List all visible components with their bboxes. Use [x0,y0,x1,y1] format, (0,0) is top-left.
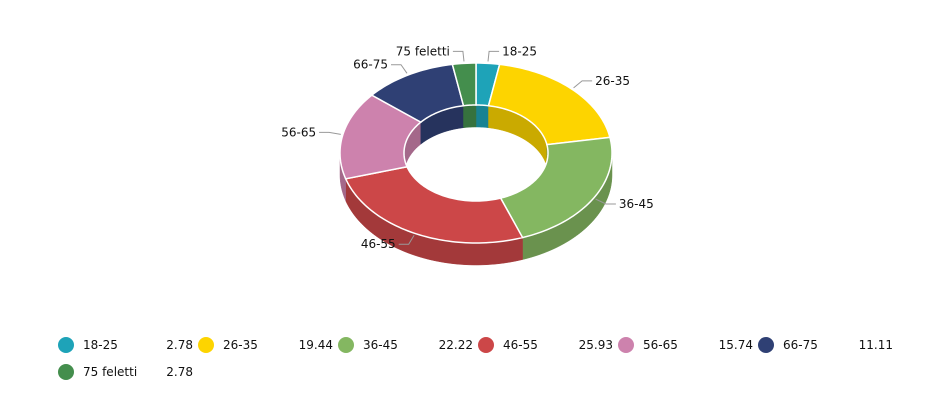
label-line-2 [595,198,616,205]
label-line-5 [391,64,408,74]
legend-value: 2.78 [166,338,193,352]
legend-label: 56-65 [643,338,678,352]
legend-marker [338,337,354,353]
legend-label: 75 feletti [83,365,138,379]
inner-side-6 [463,104,477,129]
legend-item[interactable]: 46-55 25.93 [478,334,613,356]
slice-75-feletti[interactable] [451,62,477,107]
label-line-6 [452,50,465,62]
legend-label: 46-55 [503,338,538,352]
donut-tops [339,62,613,244]
slice-label-0: 18-25 [502,44,537,58]
label-line-0 [487,50,500,62]
legend-item[interactable]: 18-25 2.78 [58,334,193,356]
legend-value: 25.93 [578,338,613,352]
legend-item[interactable]: 36-45 22.22 [338,334,473,356]
legend-marker [58,337,74,353]
legend-marker [58,364,74,380]
slice-36-45[interactable] [499,136,613,239]
legend-item[interactable]: 66-75 11.11 [758,334,893,356]
inner-side-0 [475,104,489,129]
legend-item[interactable]: 56-65 15.74 [618,334,753,356]
legend-marker [758,337,774,353]
legend-value: 15.74 [718,338,753,352]
legend-marker [618,337,634,353]
slice-label-5: 66-75 [353,58,388,72]
label-line-1 [573,80,593,89]
legend-label: 66-75 [783,338,818,352]
slice-label-3: 46-55 [361,237,396,251]
slice-label-1: 26-35 [595,74,630,88]
legend-value: 2.78 [166,365,193,379]
legend-label: 18-25 [83,338,118,352]
slice-labels: 18-25 26-35 36-45 46-55 56-65 66-75 75 feletti [281,44,654,251]
label-line-3 [398,234,415,245]
legend-marker [198,337,214,353]
legend-marker [478,337,494,353]
slice-label-4: 56-65 [281,125,316,139]
legend-label: 26-35 [223,338,258,352]
slice-label-6: 75 feletti [396,44,450,58]
legend-value: 22.22 [438,338,473,352]
slice-label-2: 36-45 [619,197,654,211]
slice-26-35[interactable] [487,63,611,146]
legend-item[interactable]: 26-35 19.44 [198,334,333,356]
legend-item[interactable]: 75 feletti 2.78 [58,361,193,383]
legend-value: 11.11 [858,338,893,352]
label-line-4 [319,131,341,135]
legend-value: 19.44 [298,338,333,352]
legend-label: 36-45 [363,338,398,352]
